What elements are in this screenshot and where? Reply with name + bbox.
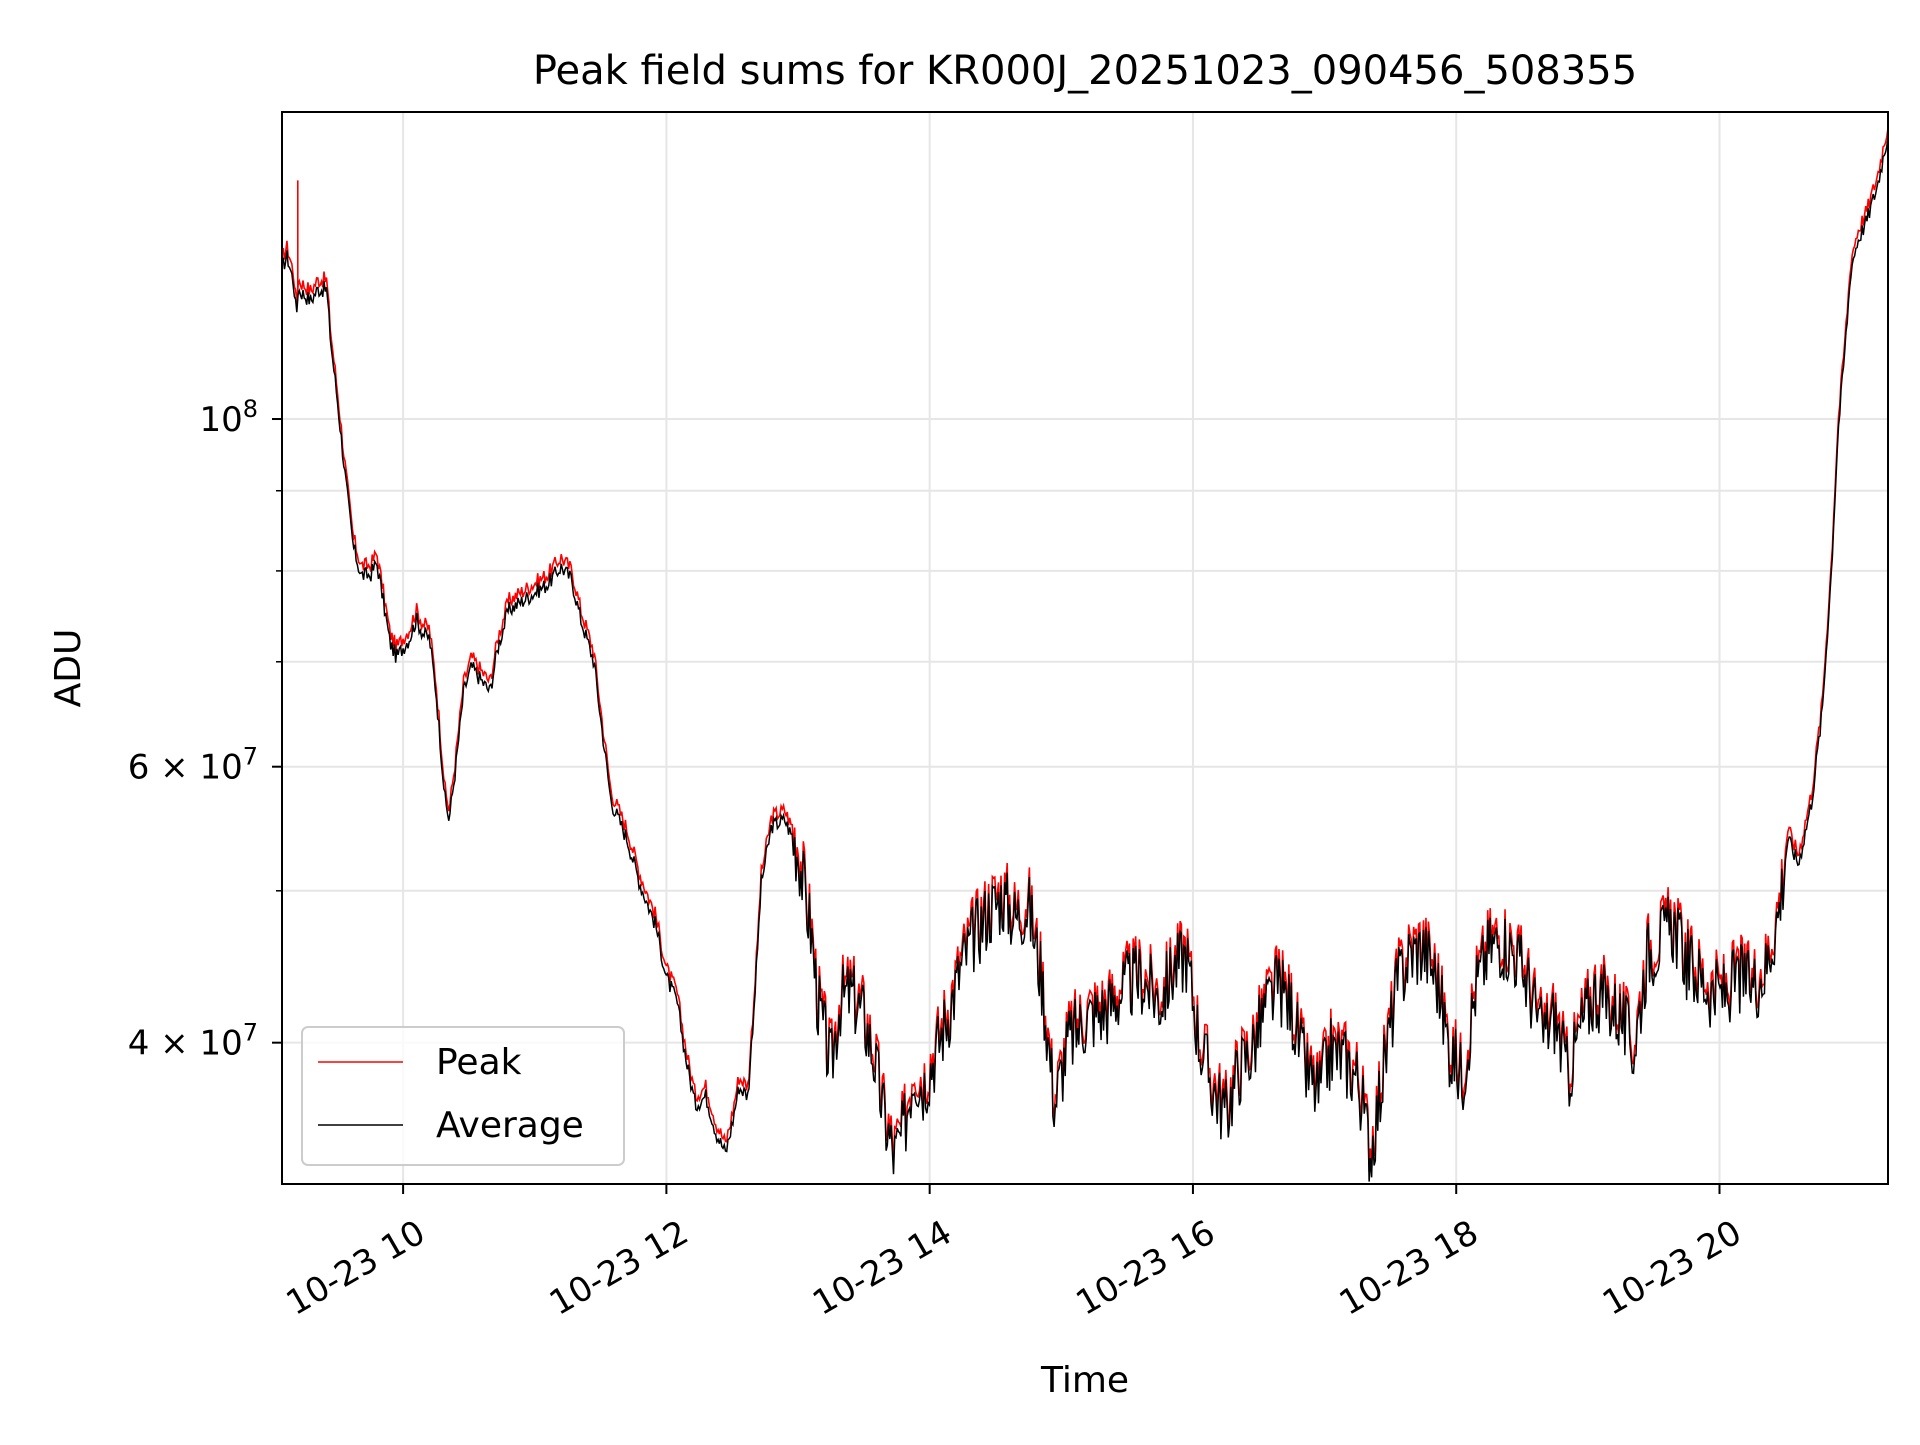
y-tick-label: 6 × 107: [128, 743, 258, 788]
chart-title: Peak field sums for KR000J_20251023_0904…: [533, 48, 1637, 94]
legend-average-label: Average: [436, 1105, 584, 1146]
y-tick-label: 4 × 107: [128, 1019, 258, 1064]
y-tick-label: 108: [199, 395, 258, 440]
series-average-line: [282, 137, 1888, 1182]
y-axis-label: ADU: [48, 629, 89, 708]
x-axis-label: Time: [1040, 1360, 1129, 1401]
plot-frame: [281, 111, 1889, 1185]
legend: Peak Average: [301, 1026, 625, 1166]
legend-peak-label: Peak: [436, 1042, 522, 1083]
series-layer: [282, 127, 1888, 1182]
